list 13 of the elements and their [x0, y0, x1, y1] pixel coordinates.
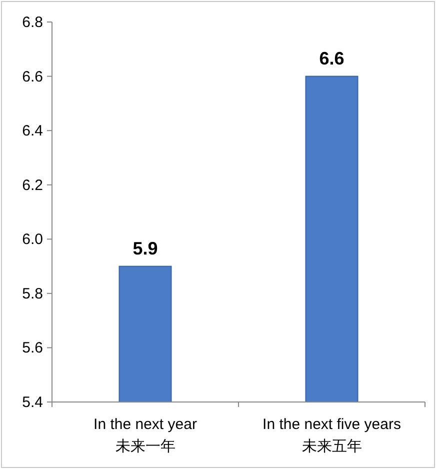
plot: 5.4 5.6 5.8 6.0 6.2 6.4 6.6 6.8 5.9 6.6 In the next year 未来一年 In the next five years 未来五年 [22, 14, 426, 455]
y-tick-label: 6.0 [22, 231, 43, 248]
y-tick-label: 5.8 [22, 285, 43, 302]
y-tick-label: 5.6 [22, 340, 43, 357]
y-tick-label: 6.4 [22, 122, 43, 140]
data-label: 5.9 [132, 238, 158, 258]
data-label: 6.6 [319, 48, 344, 68]
x-tick-label: In the next five years 未来五年 [262, 416, 401, 455]
y-tick-label: 5.4 [22, 394, 43, 411]
y-tick-label: 6.8 [22, 14, 43, 31]
y-tick-label: 6.2 [22, 176, 43, 194]
y-tick-label: 6.6 [22, 68, 43, 86]
x-tick-label: In the next year 未来一年 [94, 416, 197, 455]
